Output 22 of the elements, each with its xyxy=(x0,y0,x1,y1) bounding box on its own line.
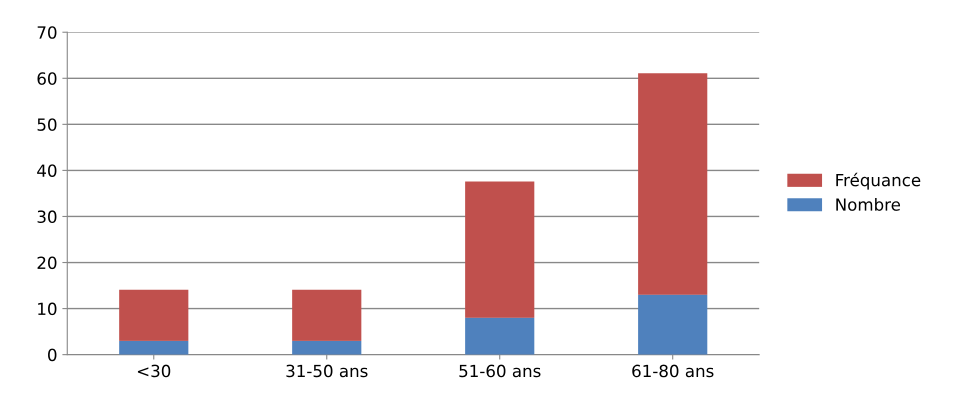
x-tick-label: 31-50 ans xyxy=(286,364,368,378)
x-tick-label: 51-60 ans xyxy=(459,364,540,378)
y-tick-label: 20 xyxy=(38,256,56,270)
bar xyxy=(292,340,362,355)
y-tick-label: 0 xyxy=(48,348,56,362)
y-tick-label: 70 xyxy=(38,26,56,39)
bar xyxy=(465,318,534,355)
bar xyxy=(638,294,708,355)
y-tick-label: 40 xyxy=(37,164,56,177)
y-tick-label: 60 xyxy=(38,72,56,85)
bar xyxy=(119,340,188,355)
y-tick-label: 50 xyxy=(38,118,56,131)
legend-label: Nombre xyxy=(836,198,900,211)
bar xyxy=(292,290,362,341)
bar xyxy=(638,73,708,295)
bar xyxy=(119,290,188,341)
x-tick-label: <30 xyxy=(138,364,170,378)
x-tick-label: 61-80 ans xyxy=(632,364,714,378)
y-tick-label: 10 xyxy=(38,302,56,316)
y-tick-label: 30 xyxy=(38,210,56,224)
legend-label: Fréquance xyxy=(836,172,920,190)
bar xyxy=(465,181,534,318)
